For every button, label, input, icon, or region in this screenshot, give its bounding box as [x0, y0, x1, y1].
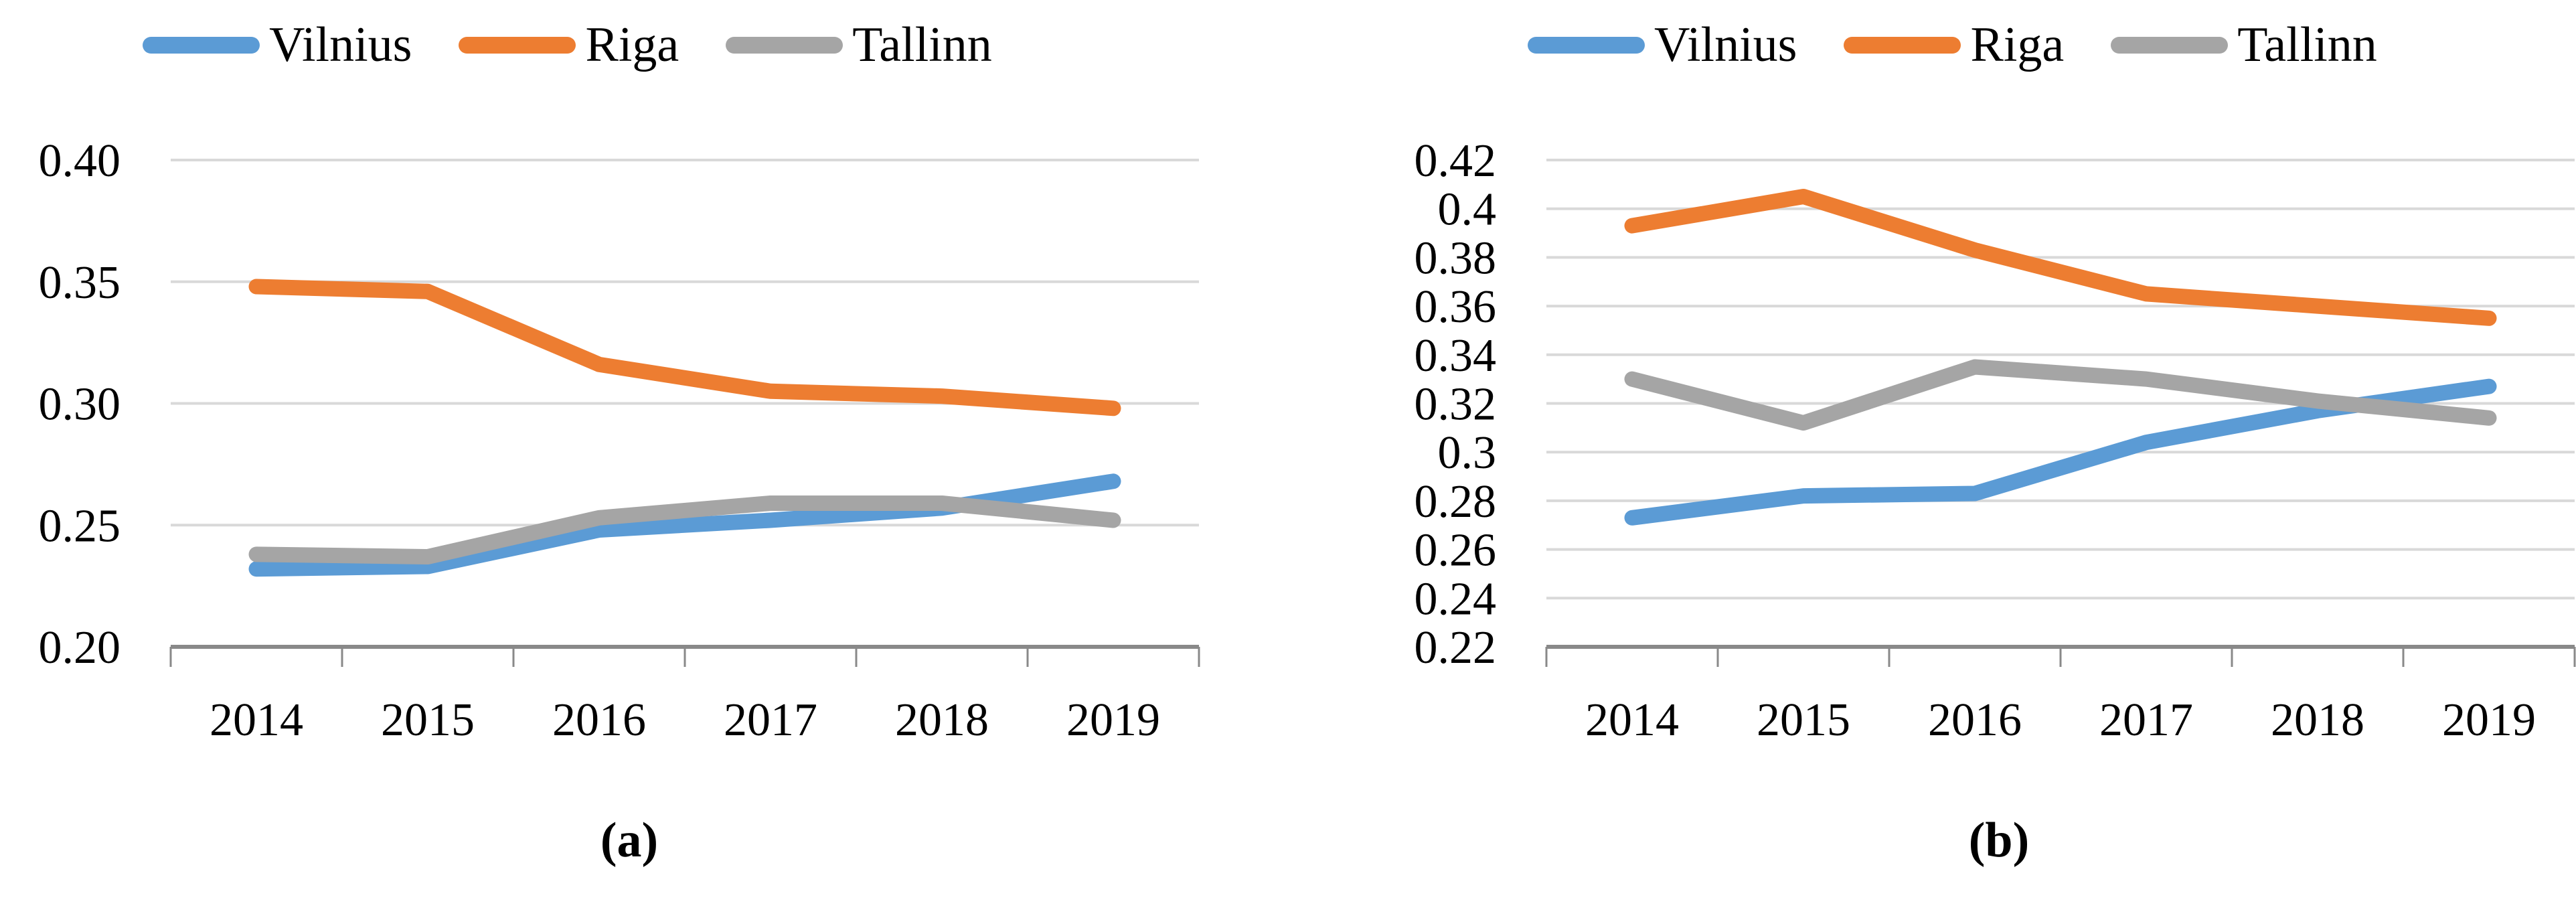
legend-dash-icon: [2111, 36, 2229, 54]
series-line-riga: [248, 279, 1121, 416]
y-tick-label: 0.36: [1415, 281, 1497, 333]
x-axis-labels: 2014 2015 2016 2017 2018 2019: [1585, 694, 2536, 746]
y-tick-label: 0.22: [1415, 622, 1497, 674]
series-line-riga: [1624, 189, 2497, 326]
legend-label: Riga: [585, 17, 679, 72]
x-axis: [1545, 645, 2576, 667]
y-tick-label: 0.3: [1438, 427, 1497, 479]
legend-item-riga: Riga: [1844, 20, 2064, 70]
line-chart-a: 0.40 0.35 0.30 0.25 0.20 2014 2015 2016 2017 2018…: [39, 135, 1200, 746]
legend-label: Riga: [1970, 17, 2065, 72]
x-tick-label: 2017: [2099, 694, 2193, 746]
gridlines: [171, 159, 1199, 527]
gridlines: [1546, 159, 2575, 600]
y-tick-label: 0.32: [1415, 379, 1497, 431]
legend-dash-icon: [1528, 36, 1645, 54]
x-axis: [169, 645, 1200, 667]
x-tick-label: 2018: [2271, 694, 2364, 746]
legend-item-tallinn: Tallinn: [2111, 20, 2377, 70]
legend-item-vilnius: Vilnius: [1528, 20, 1797, 70]
x-tick-label: 2019: [2442, 694, 2536, 746]
y-tick-label: 0.20: [39, 622, 121, 674]
y-tick-label: 0.28: [1415, 476, 1497, 528]
caption-a: (a): [600, 813, 659, 868]
y-tick-label: 0.35: [39, 257, 121, 309]
x-tick-label: 2017: [724, 694, 817, 746]
series-line-tallinn: [248, 495, 1121, 564]
y-axis-labels: 0.40 0.35 0.30 0.25 0.20: [39, 135, 121, 674]
y-tick-label: 0.34: [1415, 330, 1497, 382]
x-tick-label: 2014: [210, 694, 303, 746]
x-tick-label: 2019: [1066, 694, 1160, 746]
x-tick-label: 2014: [1585, 694, 1679, 746]
legend-item-riga: Riga: [459, 20, 679, 70]
legend-a: Vilnius Riga Tallinn: [143, 20, 992, 70]
y-tick-label: 0.30: [39, 379, 121, 431]
legend-item-vilnius: Vilnius: [143, 20, 412, 70]
x-tick-label: 2016: [552, 694, 646, 746]
y-tick-label: 0.24: [1415, 573, 1497, 625]
y-tick-label: 0.26: [1415, 525, 1497, 577]
legend-dash-icon: [726, 36, 843, 54]
legend-dash-icon: [1844, 36, 1961, 54]
legend-dash-icon: [143, 36, 260, 54]
series-line-tallinn: [1624, 359, 2497, 431]
x-axis-labels: 2014 2015 2016 2017 2018 2019: [210, 694, 1160, 746]
chart-panel-b: Vilnius Riga Tallinn 0.42 0.4 0.38 0.36 0.34 0.…: [1288, 0, 2576, 918]
legend-label: Tallinn: [852, 17, 992, 72]
legend-dash-icon: [459, 36, 576, 54]
y-tick-label: 0.25: [39, 500, 121, 552]
y-tick-label: 0.42: [1415, 135, 1497, 187]
y-tick-label: 0.40: [39, 135, 121, 187]
caption-b: (b): [1968, 813, 2030, 868]
legend-label: Tallinn: [2237, 17, 2377, 72]
x-tick-label: 2018: [895, 694, 989, 746]
x-tick-label: 2016: [1928, 694, 2022, 746]
chart-panel-a: Vilnius Riga Tallinn 0.40 0.35 0.30 0.25 0.20 2…: [39, 20, 1200, 868]
y-axis-labels: 0.420.40.380.360.340.320.30.280.260.240.…: [1415, 135, 1497, 674]
x-tick-label: 2015: [381, 694, 475, 746]
legend-label: Vilnius: [269, 17, 412, 72]
line-chart-b: 0.420.40.380.360.340.320.30.280.260.240.…: [1415, 135, 2576, 746]
legend-b: Vilnius Riga Tallinn: [1528, 20, 2377, 70]
y-tick-label: 0.38: [1415, 232, 1497, 284]
legend-item-tallinn: Tallinn: [726, 20, 992, 70]
y-tick-label: 0.4: [1438, 184, 1497, 236]
x-tick-label: 2015: [1757, 694, 1850, 746]
legend-label: Vilnius: [1654, 17, 1797, 72]
